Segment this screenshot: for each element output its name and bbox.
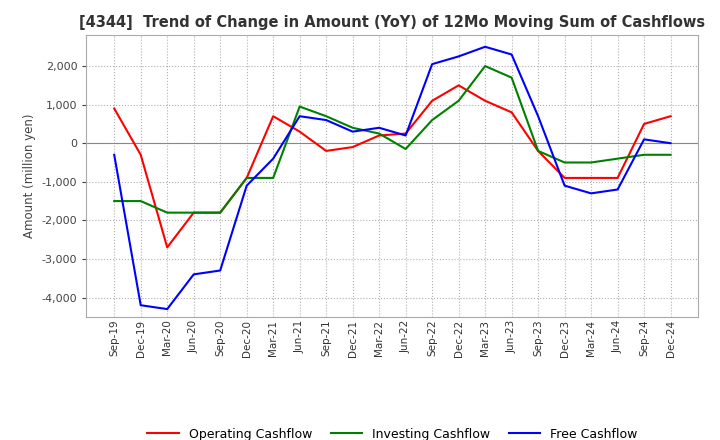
Free Cashflow <box>110 152 119 158</box>
Free Cashflow <box>613 187 622 192</box>
Free Cashflow <box>189 272 198 277</box>
Operating Cashflow <box>375 133 384 138</box>
Free Cashflow <box>587 191 595 196</box>
Investing Cashflow <box>640 152 649 158</box>
Operating Cashflow <box>401 131 410 136</box>
Free Cashflow <box>401 133 410 138</box>
Free Cashflow <box>136 303 145 308</box>
Free Cashflow <box>666 140 675 146</box>
Investing Cashflow <box>269 175 277 180</box>
Free Cashflow <box>534 114 542 119</box>
Investing Cashflow <box>481 63 490 69</box>
Operating Cashflow <box>454 83 463 88</box>
Free Cashflow <box>560 183 569 188</box>
Free Cashflow <box>269 156 277 161</box>
Legend: Operating Cashflow, Investing Cashflow, Free Cashflow: Operating Cashflow, Investing Cashflow, … <box>143 423 642 440</box>
Operating Cashflow <box>163 245 171 250</box>
Investing Cashflow <box>508 75 516 80</box>
Free Cashflow <box>508 52 516 57</box>
Free Cashflow <box>295 114 304 119</box>
Investing Cashflow <box>401 147 410 152</box>
Free Cashflow <box>454 54 463 59</box>
Free Cashflow <box>243 183 251 188</box>
Operating Cashflow <box>216 210 225 215</box>
Investing Cashflow <box>666 152 675 158</box>
Operating Cashflow <box>666 114 675 119</box>
Y-axis label: Amount (million yen): Amount (million yen) <box>23 114 36 238</box>
Investing Cashflow <box>375 131 384 136</box>
Title: [4344]  Trend of Change in Amount (YoY) of 12Mo Moving Sum of Cashflows: [4344] Trend of Change in Amount (YoY) o… <box>79 15 706 30</box>
Operating Cashflow <box>481 98 490 103</box>
Free Cashflow <box>481 44 490 49</box>
Operating Cashflow <box>348 144 357 150</box>
Investing Cashflow <box>613 156 622 161</box>
Investing Cashflow <box>189 210 198 215</box>
Investing Cashflow <box>534 148 542 154</box>
Investing Cashflow <box>348 125 357 130</box>
Operating Cashflow <box>243 175 251 180</box>
Operating Cashflow <box>587 175 595 180</box>
Operating Cashflow <box>322 148 330 154</box>
Investing Cashflow <box>163 210 171 215</box>
Investing Cashflow <box>136 198 145 204</box>
Free Cashflow <box>640 137 649 142</box>
Operating Cashflow <box>295 129 304 134</box>
Investing Cashflow <box>243 175 251 180</box>
Investing Cashflow <box>428 117 436 123</box>
Operating Cashflow <box>269 114 277 119</box>
Free Cashflow <box>322 117 330 123</box>
Line: Free Cashflow: Free Cashflow <box>114 47 670 309</box>
Operating Cashflow <box>428 98 436 103</box>
Operating Cashflow <box>560 175 569 180</box>
Investing Cashflow <box>216 210 225 215</box>
Investing Cashflow <box>587 160 595 165</box>
Investing Cashflow <box>322 114 330 119</box>
Operating Cashflow <box>136 152 145 158</box>
Operating Cashflow <box>613 175 622 180</box>
Investing Cashflow <box>454 98 463 103</box>
Operating Cashflow <box>189 210 198 215</box>
Line: Operating Cashflow: Operating Cashflow <box>114 85 670 247</box>
Operating Cashflow <box>640 121 649 127</box>
Free Cashflow <box>375 125 384 130</box>
Investing Cashflow <box>560 160 569 165</box>
Free Cashflow <box>348 129 357 134</box>
Free Cashflow <box>428 62 436 67</box>
Operating Cashflow <box>110 106 119 111</box>
Line: Investing Cashflow: Investing Cashflow <box>114 66 670 213</box>
Investing Cashflow <box>295 104 304 109</box>
Free Cashflow <box>216 268 225 273</box>
Operating Cashflow <box>508 110 516 115</box>
Investing Cashflow <box>110 198 119 204</box>
Operating Cashflow <box>534 148 542 154</box>
Free Cashflow <box>163 306 171 312</box>
